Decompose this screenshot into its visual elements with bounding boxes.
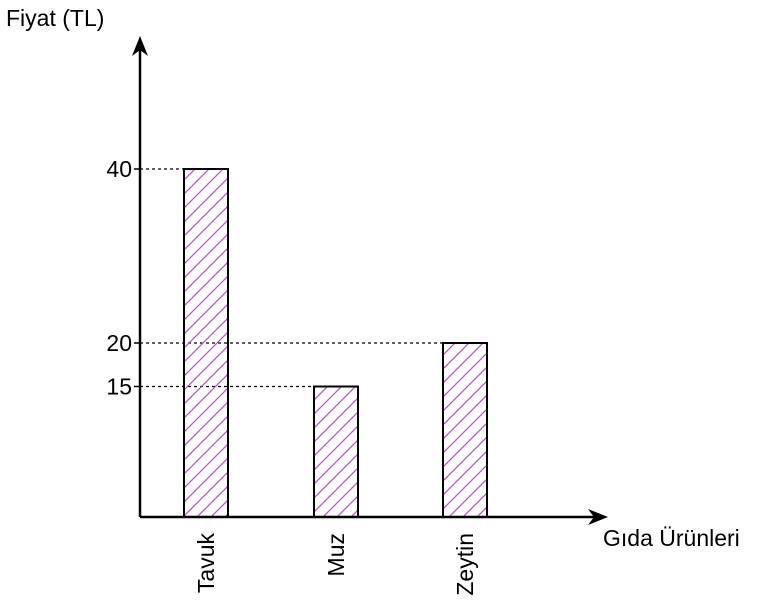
bar-tavuk	[183, 168, 229, 518]
y-axis-label: Fiyat (TL)	[6, 5, 104, 31]
category-labels: Tavuk Muz Zeytin	[193, 533, 478, 596]
y-axis-arrowhead	[132, 36, 148, 56]
y-tick-label-15: 15	[106, 374, 132, 400]
category-label-tavuk: Tavuk	[193, 533, 219, 594]
x-axis-arrowhead	[588, 509, 608, 525]
x-axis-label: Gıda Ürünleri	[603, 525, 740, 551]
category-label-muz: Muz	[323, 533, 349, 576]
bars	[183, 168, 488, 518]
bar-zeytin	[442, 342, 488, 518]
bar-muz	[313, 385, 359, 518]
y-tick-labels: 15 20 40	[106, 156, 132, 400]
y-tick-label-40: 40	[106, 156, 132, 182]
y-tick-label-20: 20	[106, 330, 132, 356]
category-label-zeytin: Zeytin	[452, 533, 478, 596]
tick-marks	[134, 168, 140, 388]
